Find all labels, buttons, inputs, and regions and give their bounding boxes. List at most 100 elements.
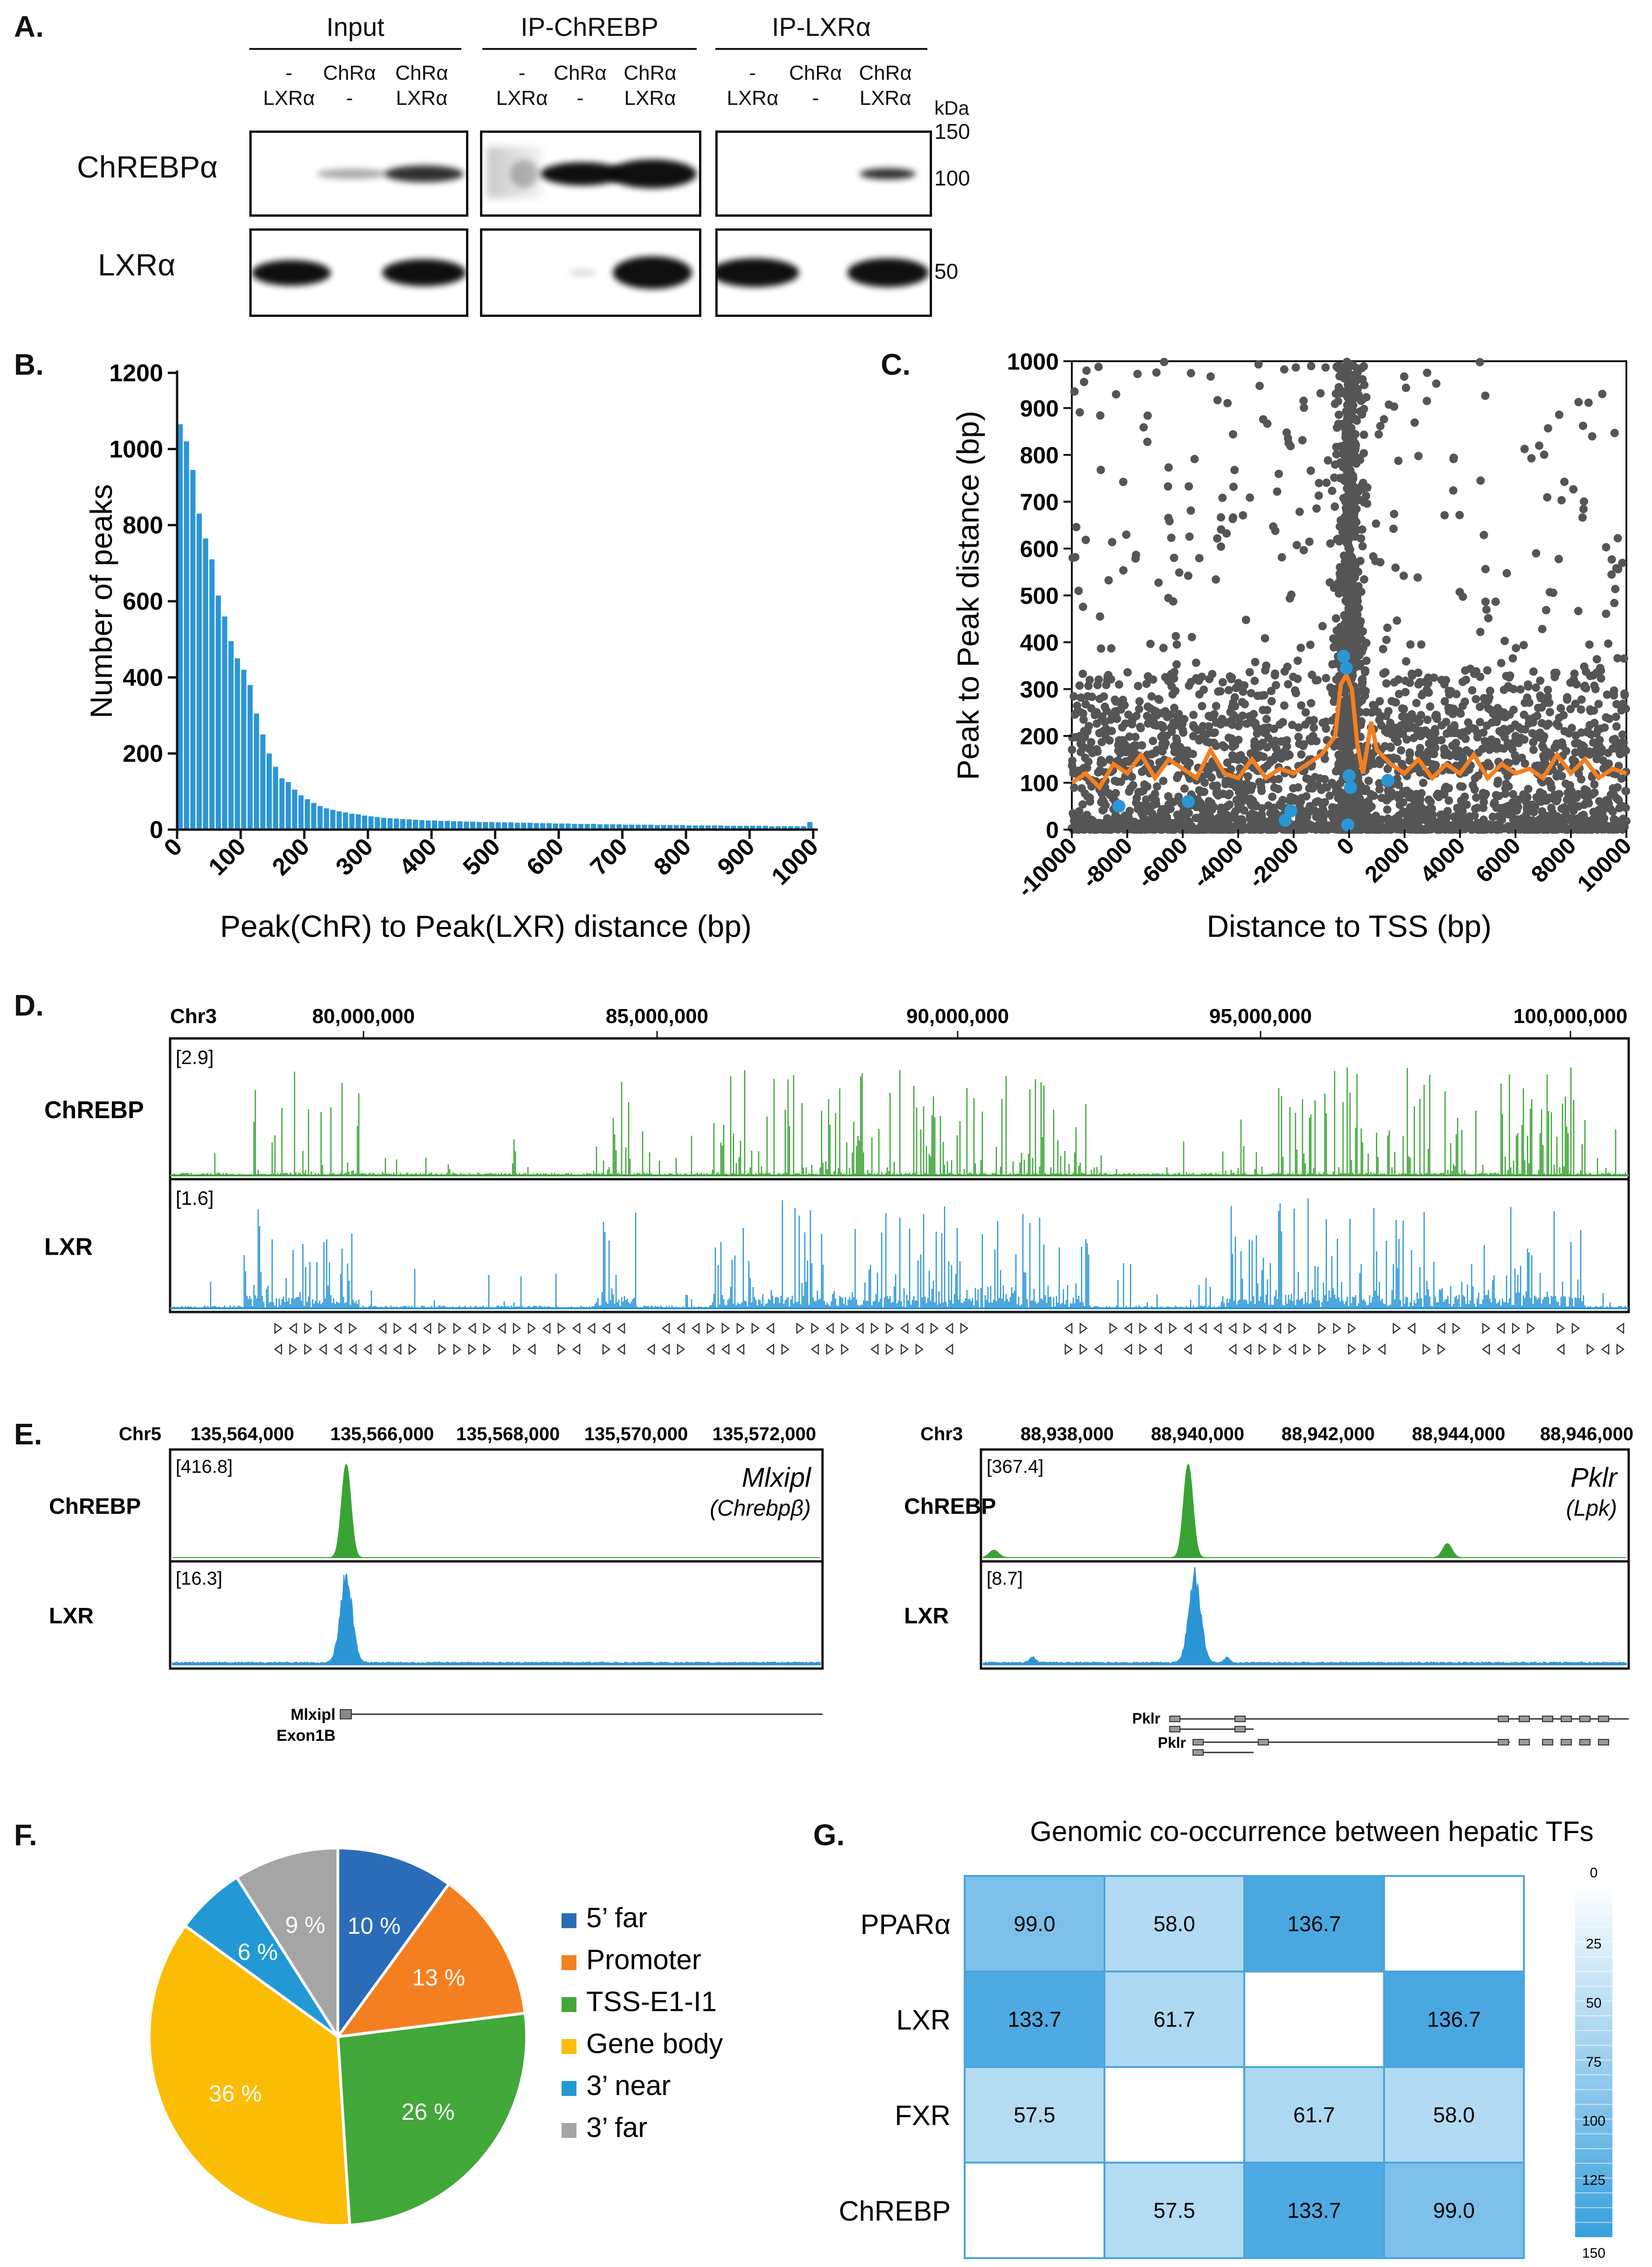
scatter-point <box>1501 790 1510 798</box>
scatter-point <box>1076 408 1084 417</box>
lane-label: - LXRα <box>252 61 326 111</box>
scatter-point <box>1432 379 1441 388</box>
scatter-point <box>1457 731 1466 740</box>
scatter-point <box>1619 654 1628 663</box>
scatter-point <box>1247 689 1255 698</box>
gene-glyph <box>319 1322 328 1334</box>
scatter-point <box>1195 690 1204 699</box>
protein-band <box>384 165 464 182</box>
gene-name: Mlxipl <box>742 1463 812 1493</box>
scatter-point <box>1560 803 1569 812</box>
scatter-point <box>1359 449 1368 458</box>
scatter-point <box>1412 790 1421 798</box>
gene-glyph <box>885 1322 894 1334</box>
scatter-point <box>1167 533 1176 542</box>
heatmap-cell <box>1383 2162 1525 2259</box>
gene-glyph <box>1348 1322 1357 1334</box>
scatter-point <box>1422 397 1431 405</box>
scatter-point <box>1579 497 1588 506</box>
gene-glyph <box>1422 1343 1431 1355</box>
scatter-point <box>1218 741 1227 750</box>
gene-glyph <box>1586 1343 1595 1355</box>
scatter-point <box>1292 541 1301 550</box>
gene-glyph <box>885 1343 894 1355</box>
scatter-point <box>1155 758 1164 767</box>
scatter-point <box>1308 670 1316 679</box>
chrom-label: Chr5 <box>119 1424 161 1444</box>
scatter-point <box>1414 749 1423 758</box>
gene-glyph <box>363 1343 372 1355</box>
scatter-point <box>1409 805 1418 814</box>
highlight-point <box>1381 774 1395 787</box>
gene-glyph <box>408 1322 417 1334</box>
gene-glyph <box>274 1343 282 1355</box>
exon-block <box>1542 1739 1553 1745</box>
scatter-point <box>1243 796 1252 804</box>
scatter-point <box>1417 640 1426 649</box>
scatter-point <box>1172 632 1180 640</box>
coverage-signal <box>172 1573 821 1665</box>
scatter-point <box>1420 678 1429 687</box>
scatter-point <box>1268 792 1277 801</box>
scatter-point <box>1179 728 1188 737</box>
coordinate-tick-label: 80,000,000 <box>312 1005 415 1028</box>
protein-band <box>317 168 387 179</box>
x-tick-label: 10000 <box>1572 832 1637 897</box>
scatter-point <box>1432 711 1441 720</box>
panel-f-label: F. <box>14 1818 37 1852</box>
scatter-point <box>1475 358 1484 367</box>
scatter-point <box>1116 749 1125 758</box>
gene-glyph <box>676 1322 685 1334</box>
gene-glyph <box>810 1343 819 1355</box>
scatter-point <box>1336 474 1344 482</box>
scatter-point <box>1402 735 1411 744</box>
scatter-point <box>1227 823 1236 832</box>
legend-label: Gene body <box>586 2028 723 2059</box>
scatter-point <box>1446 687 1455 695</box>
scatter-point <box>1128 752 1137 761</box>
histogram-bar <box>692 825 698 830</box>
scatter-point <box>1428 748 1437 757</box>
scatter-point <box>1093 824 1102 833</box>
exon-block <box>1598 1716 1609 1722</box>
scatter-point <box>1410 418 1419 427</box>
scatter-point <box>1288 721 1297 729</box>
scatter-point <box>1353 634 1362 643</box>
scatter-point <box>1097 756 1105 765</box>
histogram-bar <box>184 441 189 830</box>
scatter-point <box>1437 736 1446 745</box>
scatter-point <box>1417 727 1426 735</box>
x-tick-label: 400 <box>394 833 442 880</box>
scatter-point <box>1300 403 1309 412</box>
scatter-point <box>1235 778 1244 787</box>
scatter-point <box>1160 357 1169 366</box>
scatter-point <box>1334 794 1343 803</box>
heatmap-cell-value: 136.7 <box>1287 1912 1341 1936</box>
scatter-point <box>1392 616 1401 625</box>
scatter-point <box>1345 477 1354 486</box>
lane-label-bottom: LXRα <box>859 87 912 110</box>
y-tick-label: 0 <box>150 817 163 844</box>
y-tick-label: 600 <box>123 588 163 615</box>
scatter-point <box>1208 670 1217 679</box>
track-name: LXR <box>904 1604 949 1628</box>
protein-band <box>608 159 697 188</box>
scatter-point <box>1185 482 1193 491</box>
exon-block <box>1542 1716 1553 1722</box>
exon-block <box>1498 1716 1509 1722</box>
scatter-point <box>1335 410 1344 419</box>
scatter-point <box>1069 692 1078 701</box>
scatter-point <box>1197 799 1206 808</box>
gene-glyph <box>1556 1343 1565 1355</box>
scatter-point <box>1241 788 1250 797</box>
scatter-point <box>1213 791 1222 800</box>
scatter-point <box>1405 750 1414 759</box>
gene-glyph <box>557 1322 566 1334</box>
scatter-point <box>1597 666 1605 675</box>
row-label: LXR <box>896 2005 951 2036</box>
scatter-point <box>1621 746 1630 755</box>
histogram-bar <box>483 822 488 830</box>
scatter-point <box>1228 515 1237 523</box>
gene-glyph <box>1392 1322 1401 1334</box>
lane-label-top: ChRα <box>789 62 842 84</box>
